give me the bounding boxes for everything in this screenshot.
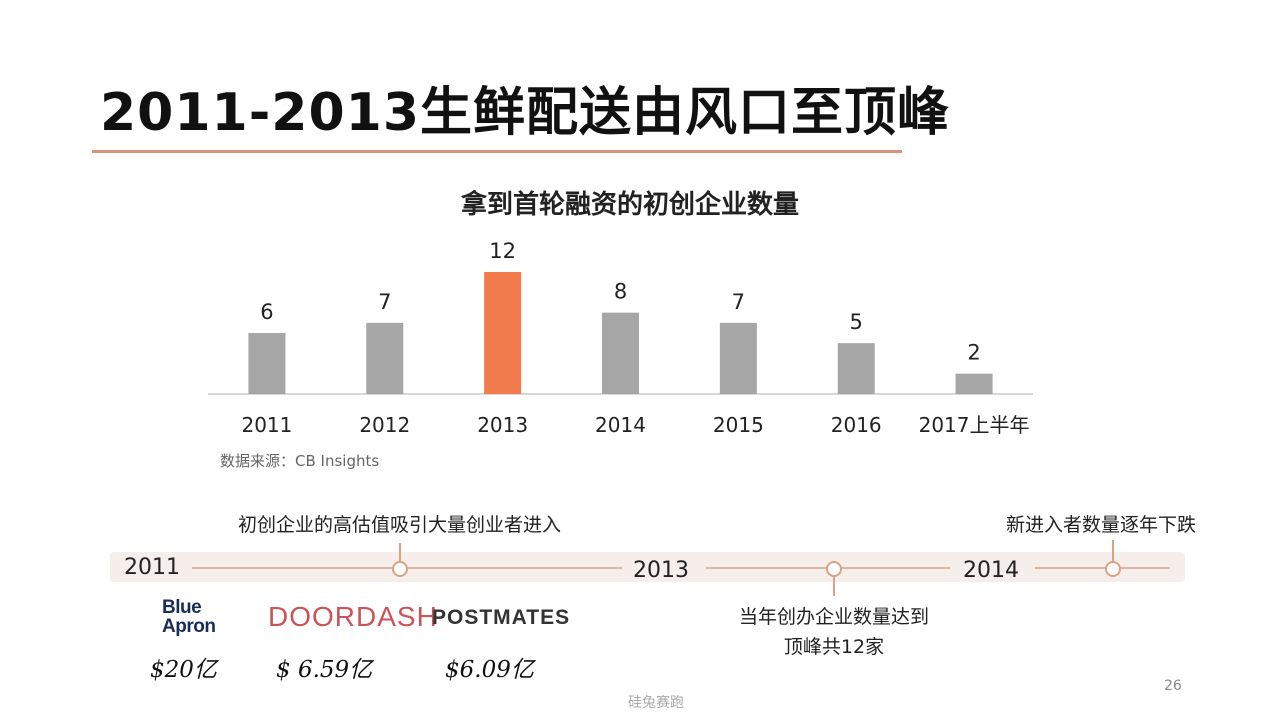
timeline-year-2014: 2014 [963, 558, 1019, 583]
x-tick-label-2015: 2015 [713, 413, 764, 437]
timeline-note-valuation: 初创企业的高估值吸引大量创业者进入 [238, 514, 562, 536]
timeline-node-2 [826, 561, 842, 577]
postmates-valuation: $6.09亿 [445, 657, 534, 683]
watermark: 硅兔赛跑 [628, 695, 684, 711]
timeline-note-peak: 当年创办企业数量达到 顶峰共12家 [724, 602, 944, 662]
page-number: 26 [1164, 678, 1182, 694]
bar-2016 [837, 343, 875, 394]
slide-title: 2011-2013生鲜配送由风口至顶峰 [100, 83, 951, 143]
timeline-tick-3 [1112, 540, 1114, 561]
data-label-2013: 12 [489, 239, 516, 263]
x-tick-label-2012: 2012 [359, 413, 410, 437]
bar-2012 [366, 322, 404, 394]
bar-2011 [248, 333, 286, 394]
timeline-note-decline: 新进入者数量逐年下跌 [1006, 514, 1197, 536]
bar-2017上半年 [955, 373, 993, 394]
data-label-2012: 7 [378, 290, 391, 314]
postmates-logo: POSTMATES [432, 606, 571, 629]
data-label-2014: 8 [614, 280, 627, 304]
title-underline [92, 150, 902, 153]
bar-2013 [484, 272, 522, 394]
timeline-node-3 [1105, 561, 1121, 577]
x-tick-label-2016: 2016 [831, 413, 882, 437]
data-label-2017上半年: 2 [967, 341, 980, 365]
timeline-year-2013: 2013 [633, 558, 689, 583]
timeline-note-peak-line1: 当年创办企业数量达到 [738, 606, 929, 628]
timeline-segment-3 [1035, 567, 1170, 569]
timeline-note-peak-line2: 顶峰共12家 [783, 636, 885, 658]
blue-apron-logo-line1: Blue [162, 597, 202, 618]
blue-apron-logo-line2: Apron [162, 616, 216, 637]
bar-2014 [602, 312, 639, 394]
x-tick-label-2014: 2014 [595, 413, 646, 437]
data-source-note: 数据来源：CB Insights [220, 452, 380, 470]
doordash-logo: DOORDASH [268, 601, 438, 632]
chart-title: 拿到首轮融资的初创企业数量 [460, 190, 799, 220]
blue-apron-logo: Blue Apron [162, 597, 216, 637]
timeline-year-2011: 2011 [124, 555, 180, 580]
timeline-tick-1 [399, 543, 401, 561]
bar-2015 [719, 322, 757, 394]
x-tick-label-2017上半年: 2017上半年 [919, 413, 1030, 437]
timeline-tick-2 [833, 576, 835, 596]
blue-apron-valuation: $20亿 [150, 657, 217, 683]
x-tick-label-2011: 2011 [241, 413, 292, 437]
timeline-node-1 [392, 561, 408, 577]
data-label-2011: 6 [260, 300, 273, 324]
data-label-2015: 7 [732, 290, 745, 314]
doordash-valuation: $ 6.59亿 [276, 657, 373, 683]
x-tick-label-2013: 2013 [477, 413, 528, 437]
data-label-2016: 5 [850, 310, 863, 334]
